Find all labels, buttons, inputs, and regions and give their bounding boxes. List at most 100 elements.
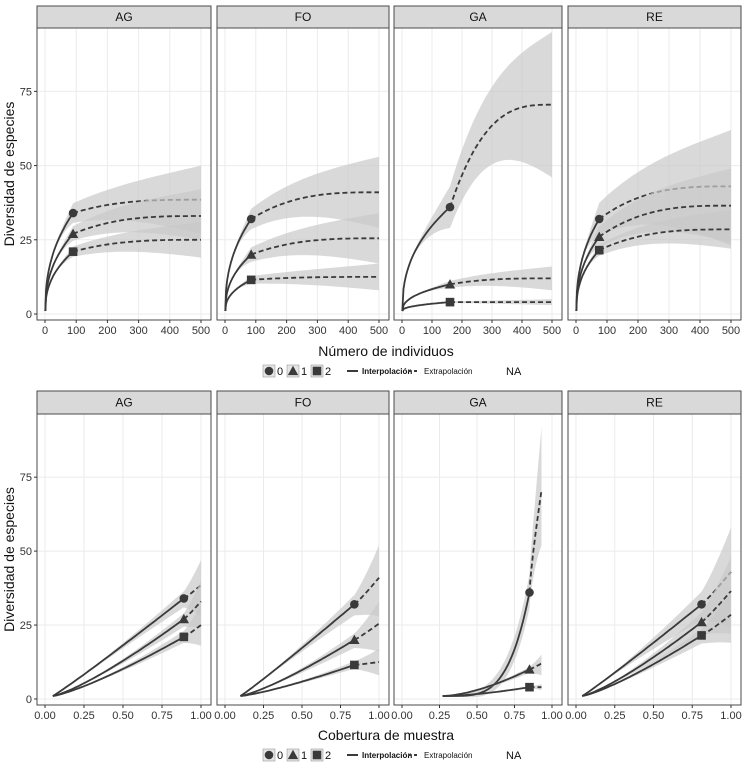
facet-strip-label: RE — [646, 396, 663, 410]
extrapolation-line-order-1 — [598, 204, 731, 238]
x-tick-label: 0 — [42, 325, 48, 337]
facet-ag: AG 0.00 0.25 0.50 0.75 1.00 — [34, 390, 212, 722]
confidence-band-order-2 — [45, 222, 201, 311]
observed-point-order-1 — [696, 616, 707, 627]
x-tick-label: 0.50 — [643, 710, 664, 722]
facet-strip-label: RE — [646, 10, 663, 24]
x-tick-label: 0 — [222, 325, 228, 337]
extrapolation-line-order-2 — [251, 276, 379, 281]
legend: 0 1 2 Interpolación Extrapolación NA — [262, 364, 522, 378]
x-tick-label: 0.00 — [34, 710, 55, 722]
observed-point-order-1 — [524, 664, 535, 674]
panel-background — [37, 414, 211, 705]
x-tick-label: 100 — [598, 325, 616, 337]
observed-point-order-1 — [349, 634, 360, 645]
x-tick-label: 0 — [573, 325, 579, 337]
x-tick-label: 0.75 — [682, 710, 703, 722]
x-tick-label: 400 — [513, 325, 531, 337]
facet-fo: FO 0.00 0.25 0.50 0.75 1.00 — [214, 390, 390, 722]
panel-border — [216, 413, 390, 706]
confidence-band-order-0 — [442, 426, 542, 698]
extrapolation-line-order-2 — [72, 238, 201, 253]
confidence-band-order-1 — [576, 168, 731, 311]
x-tick-label: 0.00 — [391, 710, 412, 722]
legend-extrapolation-label: Extrapolación — [424, 751, 472, 760]
x-tick-label: 500 — [543, 325, 561, 337]
extrapolation-line-order-0 — [250, 191, 379, 220]
panel-background — [217, 414, 389, 705]
observed-point-order-2 — [525, 682, 534, 692]
confidence-band-order-0 — [582, 527, 731, 696]
interpolation-line-order-2 — [240, 664, 355, 697]
x-tick-label: 0.25 — [73, 710, 94, 722]
y-tick-label: 75 — [20, 86, 32, 98]
interpolation-line-order-0 — [239, 603, 355, 697]
interpolation-line-order-1 — [401, 283, 451, 312]
observed-point-order-1 — [178, 613, 190, 624]
confidence-band-order-1 — [225, 213, 379, 311]
interpolation-line-order-2 — [401, 301, 451, 312]
observed-point-order-0 — [594, 214, 604, 224]
facet-fo: FO 0 100 200 300 400 500 — [216, 5, 390, 337]
facet-strip-label: AG — [115, 10, 132, 24]
y-tick-label: 50 — [20, 546, 32, 558]
observed-point-order-0 — [246, 214, 256, 224]
observed-point-order-0 — [525, 588, 534, 597]
interpolation-line-order-0 — [401, 206, 451, 312]
x-tick-label: 1.00 — [190, 710, 211, 722]
x-tick-label: 1.00 — [720, 710, 741, 722]
x-tick-label: 100 — [247, 325, 265, 337]
y-axis-title: Diversidad de especies — [1, 487, 17, 632]
interpolation-line-order-2 — [44, 251, 74, 312]
interpolation-line-order-2 — [442, 686, 530, 697]
interpolation-line-order-1 — [442, 668, 530, 697]
x-tick-label: 300 — [660, 325, 678, 337]
extrapolation-line-order-1 — [354, 622, 380, 641]
x-tick-label: 0.00 — [214, 710, 235, 722]
observed-point-order-2 — [697, 631, 706, 640]
observed-point-order-2 — [246, 275, 256, 285]
interpolation-line-order-2 — [582, 634, 702, 697]
interpolation-line-order-2 — [52, 636, 185, 697]
interpolation-line-order-2 — [575, 249, 600, 312]
y-tick-label: 50 — [20, 161, 32, 173]
interpolation-line-order-1 — [581, 621, 703, 697]
interpolation-line-order-1 — [240, 639, 355, 697]
interpolation-line-order-1 — [44, 233, 74, 312]
x-tick-label: 0 — [399, 325, 405, 337]
observed-point-order-0 — [697, 600, 706, 609]
x-tick-label: 0.50 — [291, 710, 312, 722]
facet-strip-label: AG — [115, 396, 132, 410]
interpolation-line-order-1 — [52, 618, 185, 697]
legend-order-label: 2 — [325, 366, 331, 378]
x-tick-label: 300 — [129, 325, 147, 337]
legend-marker-order-2 — [312, 750, 322, 760]
y-tick-label: 0 — [26, 694, 32, 706]
x-tick-label: 0.75 — [151, 710, 172, 722]
panel-border — [36, 413, 212, 706]
y-tick-label: 25 — [20, 620, 32, 632]
legend-na-label: NA — [506, 366, 522, 378]
panel-border — [36, 27, 212, 321]
legend: 0 1 2 Interpolación Extrapolación NA — [262, 748, 522, 762]
panel-border — [567, 413, 742, 706]
observed-point-order-1 — [67, 228, 79, 239]
observed-point-order-2 — [594, 245, 604, 255]
interpolation-line-order-0 — [581, 603, 703, 697]
legend-interpolation-label: Interpolación — [362, 367, 412, 376]
extrapolation-line-order-1 — [72, 215, 201, 235]
x-tick-label: 200 — [629, 325, 647, 337]
x-tick-label: 0.50 — [466, 710, 487, 722]
facet-strip-label: GA — [469, 10, 486, 24]
observed-point-order-1 — [245, 249, 257, 259]
facet-strip-label: FO — [295, 396, 312, 410]
observed-point-order-1 — [444, 279, 456, 289]
panel-border — [393, 413, 563, 706]
y-tick-label: 25 — [20, 235, 32, 247]
x-tick-label: 200 — [453, 325, 471, 337]
x-axis-title: Número de individuos — [318, 343, 453, 359]
x-tick-label: 300 — [483, 325, 501, 337]
legend-marker-order-0 — [264, 750, 274, 760]
panel-border — [567, 27, 742, 321]
